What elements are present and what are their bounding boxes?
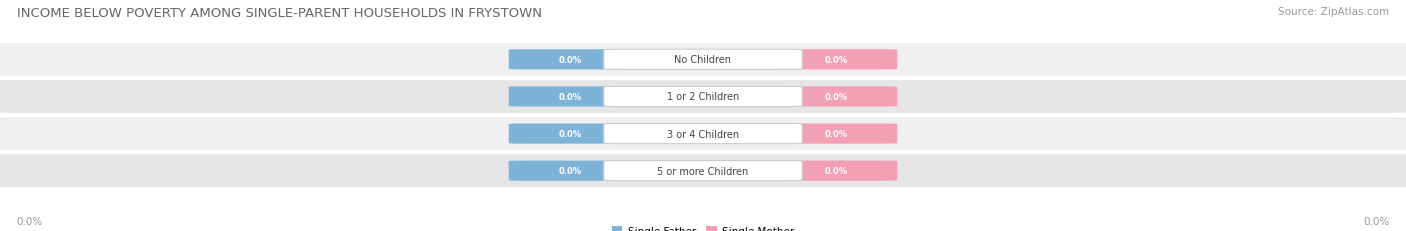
Text: 0.0%: 0.0% xyxy=(558,167,582,175)
FancyBboxPatch shape xyxy=(775,87,897,107)
Text: 3 or 4 Children: 3 or 4 Children xyxy=(666,129,740,139)
FancyBboxPatch shape xyxy=(509,161,631,181)
FancyBboxPatch shape xyxy=(509,87,631,107)
Legend: Single Father, Single Mother: Single Father, Single Mother xyxy=(612,226,794,231)
FancyBboxPatch shape xyxy=(603,124,803,144)
Text: 5 or more Children: 5 or more Children xyxy=(658,166,748,176)
FancyBboxPatch shape xyxy=(603,87,803,107)
FancyBboxPatch shape xyxy=(509,124,631,144)
FancyBboxPatch shape xyxy=(775,50,897,70)
Text: 0.0%: 0.0% xyxy=(824,167,848,175)
FancyBboxPatch shape xyxy=(0,44,1406,76)
FancyBboxPatch shape xyxy=(775,124,897,144)
Text: INCOME BELOW POVERTY AMONG SINGLE-PARENT HOUSEHOLDS IN FRYSTOWN: INCOME BELOW POVERTY AMONG SINGLE-PARENT… xyxy=(17,7,541,20)
Text: No Children: No Children xyxy=(675,55,731,65)
FancyBboxPatch shape xyxy=(603,50,803,70)
Text: 0.0%: 0.0% xyxy=(558,130,582,138)
FancyBboxPatch shape xyxy=(0,81,1406,113)
FancyBboxPatch shape xyxy=(603,161,803,181)
Text: 0.0%: 0.0% xyxy=(1362,216,1389,226)
Text: Source: ZipAtlas.com: Source: ZipAtlas.com xyxy=(1278,7,1389,17)
FancyBboxPatch shape xyxy=(509,50,631,70)
Text: 0.0%: 0.0% xyxy=(17,216,44,226)
FancyBboxPatch shape xyxy=(0,118,1406,150)
Text: 0.0%: 0.0% xyxy=(558,56,582,64)
FancyBboxPatch shape xyxy=(0,155,1406,187)
Text: 0.0%: 0.0% xyxy=(824,93,848,101)
FancyBboxPatch shape xyxy=(775,161,897,181)
Text: 0.0%: 0.0% xyxy=(824,56,848,64)
Text: 0.0%: 0.0% xyxy=(558,93,582,101)
Text: 0.0%: 0.0% xyxy=(824,130,848,138)
Text: 1 or 2 Children: 1 or 2 Children xyxy=(666,92,740,102)
